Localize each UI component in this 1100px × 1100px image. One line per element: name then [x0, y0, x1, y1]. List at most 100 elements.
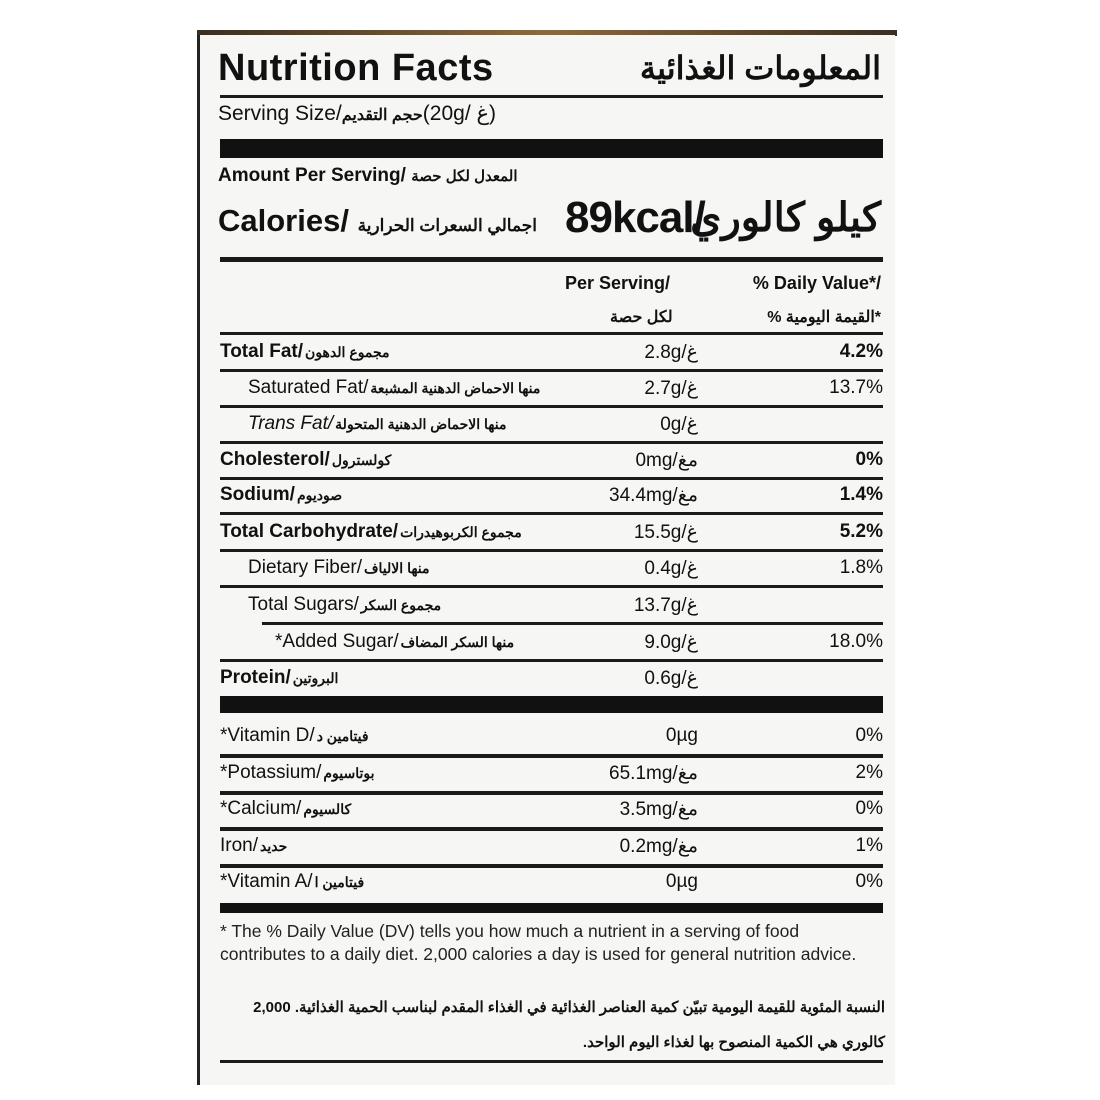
vitamin-name-en: *Potassium/: [220, 762, 322, 783]
divider: [220, 369, 883, 372]
serving-size-label: Serving Size/: [218, 102, 342, 125]
nutrient-name-en: Saturated Fat/: [248, 377, 369, 398]
vitamin-name: *Potassium/بوتاسيوم: [220, 762, 375, 784]
divider: [220, 827, 883, 831]
nutrient-amount: 0.6g/غ: [644, 668, 698, 689]
vitamin-name-en: *Vitamin D/: [220, 725, 315, 746]
nutrient-name-en: Sodium/: [220, 484, 295, 505]
nutrient-name-arabic: مجموع السكر: [360, 597, 442, 613]
nutrient-row: Saturated Fat/منها الاحماض الدهنية المشب…: [220, 371, 883, 407]
nutrient-name: *Added Sugar/منها السكر المضاف: [275, 631, 514, 653]
divider: [220, 257, 883, 262]
nutrient-row: Total Carbohydrate/مجموع الكربوهيدرات 15.…: [220, 515, 883, 551]
vitamin-name-en: Iron/: [220, 835, 259, 856]
nutrient-name-en: Total Sugars/: [248, 594, 359, 615]
calories-value: 89kcal/: [565, 193, 706, 242]
nutrient-name-arabic: منها الاحماض الدهنية المتحولة: [335, 416, 507, 432]
vitamin-row: *Potassium/بوتاسيوم 65.1mg/مغ 2%: [220, 756, 883, 792]
nutrient-name-arabic: مجموع الدهون: [305, 344, 390, 360]
divider: [262, 622, 883, 625]
vitamin-row: *Vitamin A/فيتامين ا 0µg 0%: [220, 865, 883, 901]
vitamin-daily-value: 1%: [855, 835, 883, 856]
nutrient-name-en: Protein/: [220, 667, 291, 688]
vitamin-daily-value: 0%: [855, 798, 883, 819]
divider: [220, 95, 883, 98]
amount-per-serving: Amount Per Serving/ المعدل لكل حصة: [218, 165, 518, 187]
nutrient-amount: 0g/غ: [660, 414, 698, 435]
thick-divider: [220, 139, 883, 158]
divider: [220, 332, 883, 335]
amount-per-serving-label: Amount Per Serving/: [218, 165, 406, 186]
serving-size: Serving Size/حجم التقديم(20g/ غ): [218, 101, 496, 126]
divider: [220, 405, 883, 408]
vitamin-name-arabic: بوتاسيوم: [323, 765, 375, 781]
vitamin-daily-value: 0%: [855, 725, 883, 746]
nutrient-name-arabic: منها الاحماض الدهنية المشبعة: [370, 380, 541, 396]
divider: [220, 441, 883, 444]
nutrient-name-arabic: كولسترول: [331, 452, 392, 468]
vitamin-row: *Calcium/كالسيوم 3.5mg/مغ 0%: [220, 792, 883, 828]
calories-value-arabic: كيلو كالوري: [690, 196, 881, 240]
package-edge: [197, 30, 897, 36]
nutrient-name-en: Cholesterol/: [220, 449, 330, 470]
calories-label-en: Calories/: [218, 203, 349, 238]
nutrient-row: Trans Fat/منها الاحماض الدهنية المتحولة 0…: [220, 407, 883, 443]
per-serving-header-arabic: لكل حصة: [610, 309, 673, 326]
nutrient-name-en: Trans Fat/: [248, 413, 334, 434]
nutrient-daily-value: 4.2%: [839, 341, 883, 362]
divider: [220, 659, 883, 662]
footnote-arabic: النسبة المئوية للقيمة اليومية تبيّن كمية…: [253, 999, 885, 1051]
nutrient-name: Cholesterol/كولسترول: [220, 449, 391, 471]
nutrient-daily-value: 18.0%: [829, 631, 883, 652]
vitamin-name-en: *Calcium/: [220, 798, 302, 819]
divider: [220, 585, 883, 588]
nutrient-amount: 2.7g/غ: [644, 378, 698, 399]
nutrient-name: Total Carbohydrate/مجموع الكربوهيدرات: [220, 521, 522, 543]
nutrient-name-en: Dietary Fiber/: [248, 557, 363, 578]
nutrition-label: Nutrition Facts المعلومات الغذائية Servi…: [197, 35, 895, 1085]
vitamin-name: *Vitamin D/فيتامين د: [220, 725, 369, 747]
nutrient-amount: 9.0g/غ: [644, 632, 698, 653]
vitamin-name-en: *Vitamin A/: [220, 871, 313, 892]
nutrient-daily-value: 1.8%: [839, 557, 883, 578]
nutrient-row: Protein/البروتين 0.6g/غ: [220, 661, 883, 697]
nutrient-row: Total Fat/مجموع الدهون 2.8g/غ 4.2%: [220, 335, 883, 371]
vitamin-amount: 3.5mg/مغ: [619, 799, 698, 820]
nutrient-name-arabic: منها السكر المضاف: [400, 634, 515, 650]
vitamin-name-arabic: حديد: [260, 838, 288, 854]
vitamin-row: *Vitamin D/فيتامين د 0µg 0%: [220, 719, 883, 755]
nutrient-name: Total Sugars/مجموع السكر: [248, 594, 441, 616]
nutrient-amount: 15.5g/غ: [633, 522, 698, 543]
nutrient-daily-value: 1.4%: [839, 484, 883, 505]
nutrient-name-en: Total Carbohydrate/: [220, 521, 399, 542]
divider: [220, 549, 883, 552]
nutrient-name-arabic: مجموع الكربوهيدرات: [400, 524, 522, 540]
nutrient-row: Cholesterol/كولسترول 0mg/مغ 0%: [220, 443, 883, 479]
amount-per-serving-arabic: المعدل لكل حصة: [411, 168, 518, 185]
nutrient-amount: 34.4mg/مغ: [609, 485, 698, 506]
per-serving-header: Per Serving/: [565, 273, 671, 293]
daily-value-header-arabic: *القيمة اليومية %: [767, 309, 881, 326]
serving-size-value: (20g/ غ): [422, 102, 497, 125]
nutrient-name: Total Fat/مجموع الدهون: [220, 341, 390, 363]
divider: [220, 477, 883, 480]
nutrient-name-en: Total Fat/: [220, 341, 304, 362]
nutrient-name: Dietary Fiber/منها الالياف: [248, 557, 430, 579]
daily-value-header: % Daily Value*/: [752, 273, 881, 293]
nutrient-row: Sodium/صوديوم 34.4mg/مغ 1.4%: [220, 478, 883, 514]
nutrient-amount: 0mg/مغ: [635, 450, 698, 471]
vitamin-amount: 0µg: [665, 725, 698, 746]
label-title: Nutrition Facts: [218, 47, 494, 89]
thick-divider: [220, 903, 883, 913]
nutrient-row: *Added Sugar/منها السكر المضاف 9.0g/غ 18.0…: [220, 625, 883, 661]
vitamin-daily-value: 0%: [855, 871, 883, 892]
calories-label-arabic: اجمالي السعرات الحرارية: [357, 216, 538, 235]
vitamin-row: Iron/حديد 0.2mg/مغ 1%: [220, 829, 883, 865]
vitamin-amount: 0.2mg/مغ: [619, 836, 698, 857]
bottom-divider: [220, 1060, 883, 1063]
nutrient-amount: 0.4g/غ: [644, 558, 698, 579]
vitamin-name: *Calcium/كالسيوم: [220, 798, 351, 820]
nutrient-name: Sodium/صوديوم: [220, 484, 342, 506]
nutrient-daily-value: 0%: [855, 449, 883, 470]
vitamin-name-arabic: فيتامين د: [316, 728, 369, 744]
